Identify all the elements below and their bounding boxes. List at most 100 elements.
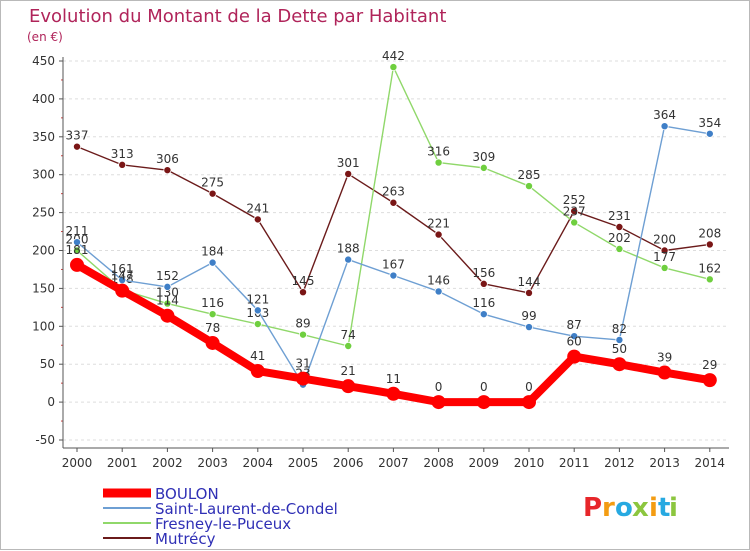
y-tick-label: 100 [32,319,55,333]
data-point [660,122,669,131]
data-label: 60 [567,335,582,349]
data-point [434,287,443,296]
data-label: 309 [472,150,495,164]
data-point [434,230,443,239]
data-point [253,306,262,315]
data-point [344,342,353,351]
data-point [615,244,624,253]
data-point [660,246,669,255]
data-label: 114 [156,294,179,308]
data-label: 147 [111,269,134,283]
legend: BOULONSaint-Laurent-de-CondelFresney-le-… [103,485,338,548]
y-tick-label: 250 [32,206,55,220]
data-label: 354 [698,116,721,130]
x-tick-label: 2006 [333,456,364,470]
data-point [522,395,536,410]
data-label: 200 [653,233,676,247]
data-point [612,357,627,372]
data-label: 99 [521,309,536,323]
data-point [160,308,175,323]
data-point [386,386,401,401]
data-point [118,276,127,285]
data-point [73,142,82,151]
data-point [660,263,669,272]
logo-letter: o [615,493,633,523]
data-point [73,238,82,247]
logo-letter: x [632,493,649,523]
x-tick-label: 2009 [469,456,500,470]
data-point [389,63,398,72]
data-label: 74 [341,328,356,342]
y-tick-label: 50 [40,357,55,371]
data-label: 285 [518,168,541,182]
data-label: 11 [386,372,401,386]
data-label: 177 [653,250,676,264]
legend-label: Fresney-le-Puceux [155,515,291,533]
data-point [525,323,534,332]
data-point [298,288,307,297]
legend-label: BOULON [155,485,219,503]
series-mutr-cy: 337 313 306 275 241 145 301 263 221 156 144 252 231 2… [66,129,721,297]
x-tick-label: 2000 [62,456,93,470]
y-tick-label: 400 [32,92,55,106]
data-label: 211 [66,224,89,238]
logo-letter: P [583,493,602,523]
data-label: 116 [472,296,495,310]
x-tick-label: 2003 [197,456,228,470]
data-label: 188 [337,242,360,256]
data-label: 146 [427,273,450,287]
data-label: 181 [66,243,89,257]
data-label: 202 [608,231,631,245]
series-fresney-le-puceux: 2001481301161038974442316309285237202177… [66,49,721,351]
x-tick-label: 2007 [378,456,409,470]
data-label: 145 [292,274,315,288]
x-tick-label: 2010 [514,456,545,470]
data-point [479,279,488,288]
logo-letter: i [669,493,678,523]
data-label: 337 [66,129,89,143]
data-point [570,332,579,341]
data-label: 231 [608,209,631,223]
data-label: 241 [246,201,269,215]
y-tick-label: 450 [32,54,55,68]
data-label: 89 [295,317,310,331]
data-label: 275 [201,176,224,190]
data-label: 167 [382,258,405,272]
data-point [70,257,84,272]
data-label: 316 [427,145,450,159]
data-label: 31 [295,357,310,371]
x-tick-label: 2011 [559,456,590,470]
data-point [250,364,265,379]
data-label: 121 [246,292,269,306]
data-label: 0 [480,380,488,394]
data-point [389,271,398,280]
data-point [705,129,714,138]
data-point [705,240,714,249]
data-point [344,169,353,178]
data-point [570,218,579,227]
data-label: 152 [156,269,179,283]
data-label: 161 [111,262,134,276]
logo-letter: i [649,493,658,523]
data-label: 82 [612,322,627,336]
series-layer: 337 313 306 275 241 145 301 263 221 156 144 252 231 2… [66,49,721,410]
data-point [208,310,217,319]
data-point [525,288,534,297]
y-tick-label: 300 [32,168,55,182]
y-tick-label: 150 [32,281,55,295]
data-label: 0 [435,380,443,394]
y-tick-label: 200 [32,244,55,258]
chart-subtitle: (en €) [27,30,63,44]
data-label: 313 [111,147,134,161]
data-label: 130 [156,286,179,300]
data-label: 78 [205,321,220,335]
data-point [341,379,356,394]
data-point [253,215,262,224]
y-tick-label: -50 [35,433,55,447]
data-label: 301 [337,156,360,170]
data-point [163,282,172,291]
data-point [208,189,217,198]
data-label: 208 [698,226,721,240]
